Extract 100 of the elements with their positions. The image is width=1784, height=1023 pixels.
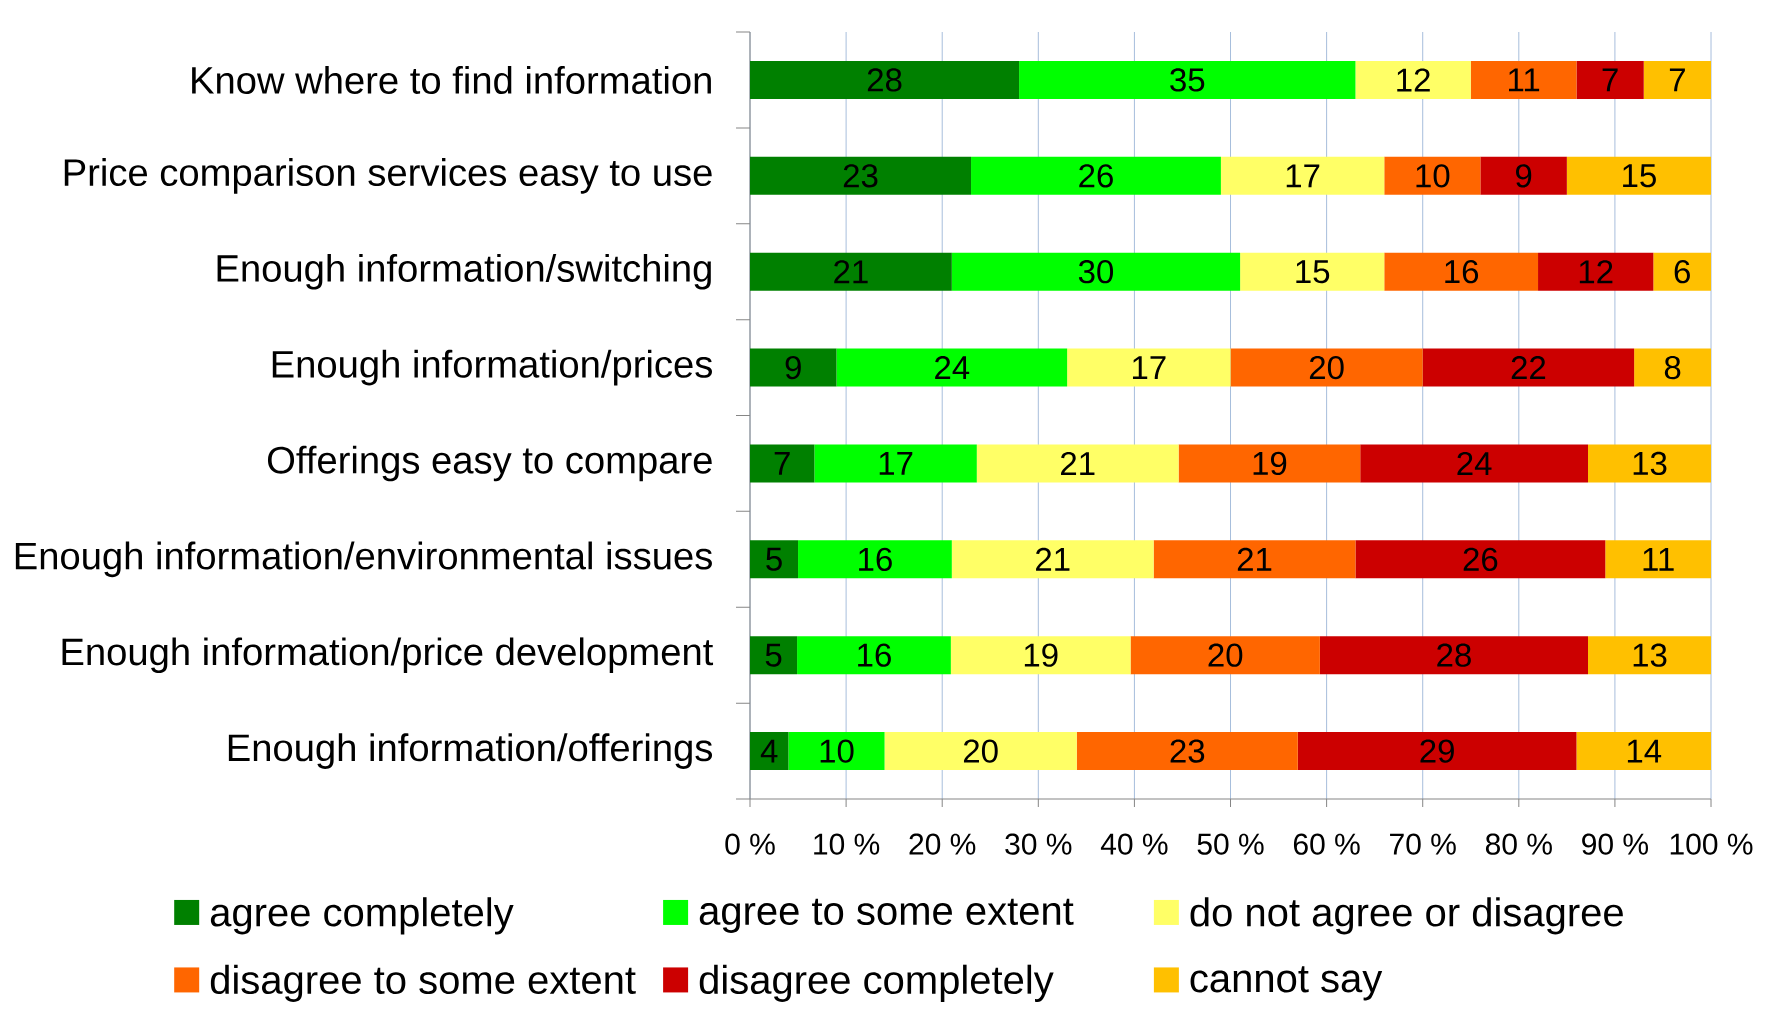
bar [1384,252,1539,291]
data-label: 22 [1511,356,1546,380]
data-label: 21 [1036,547,1070,571]
data-label: 28 [1437,643,1471,667]
bar [1240,252,1385,291]
bar [1643,60,1712,99]
data-label: 20 [963,739,998,763]
bar [1566,156,1712,195]
data-label: 26 [1079,164,1113,188]
data-label: 5 [766,547,782,571]
data-label: 28 [867,68,902,92]
data-label: 10 [820,739,854,763]
legend-label: agree completely [210,897,514,935]
bar [788,732,885,771]
data-label: 7 [774,452,790,475]
data-label: 24 [1457,451,1492,475]
bar [1355,540,1606,579]
bar [1230,348,1423,387]
data-label: 30 [1078,260,1114,284]
y-tick-label: Enough information/offerings [228,733,713,769]
bar [1220,156,1385,195]
data-label: 23 [843,164,878,188]
bar [750,252,952,291]
bar [798,540,952,579]
data-label: 29 [1420,739,1454,763]
bar [951,252,1241,291]
y-tick-label: Know where to find information [192,65,711,94]
bar [1076,732,1298,771]
data-label: 21 [834,260,868,284]
data-label: 15 [1296,260,1330,284]
y-tick-label: Offerings easy to compare [267,445,712,482]
bar [1480,156,1567,195]
bar [750,444,815,483]
y-tick-label: Price comparison services easy to use [64,158,712,194]
x-tick-label: 10 % [814,833,880,855]
data-label: 16 [1445,260,1479,284]
data-label: 9 [785,355,801,380]
data-label: 11 [1509,68,1540,92]
data-label: 12 [1397,68,1430,92]
data-label: 10 [1416,164,1450,188]
bar [1588,636,1712,675]
data-label: 11 [1643,547,1674,571]
bar [750,156,972,195]
bar [950,636,1131,675]
y-tick-label: Enough information/switching [217,253,711,290]
bar [1576,60,1644,99]
bar [1422,348,1635,387]
x-tick-label: 80 % [1485,833,1552,855]
data-label: 24 [935,356,970,380]
bar [1360,444,1588,483]
data-label: 15 [1623,164,1656,188]
data-label: 19 [1253,451,1287,476]
x-tick-label: 20 % [909,833,976,855]
bar [836,348,1068,387]
x-tick-label: 60 % [1293,833,1360,855]
bar [750,636,798,675]
data-label: 21 [1061,451,1095,475]
data-label: 17 [879,452,913,475]
data-label: 9 [1516,164,1532,188]
bar [1538,252,1654,291]
bar [1605,540,1712,579]
legend-label: agree to some extent [699,898,1074,933]
bar [1634,348,1712,387]
bar [1297,732,1577,771]
bar [1588,444,1712,483]
data-label: 13 [1633,451,1667,476]
data-label: 6 [1674,260,1690,284]
legend-label: disagree to some extent [210,964,636,1002]
bar [976,444,1179,483]
data-label: 17 [1286,164,1320,188]
data-label: 13 [1633,643,1667,667]
bar [884,732,1077,771]
x-tick-label: 90 % [1582,833,1648,855]
bar [1153,540,1356,579]
data-label: 26 [1463,547,1498,571]
bar [750,60,1020,99]
legend-label: disagree completely [699,964,1054,1002]
bar [750,732,789,771]
data-label: 8 [1664,355,1681,380]
data-label: 5 [765,643,782,667]
data-label: 12 [1579,260,1613,284]
x-tick-label: 0 % [725,833,775,855]
data-label: 14 [1627,739,1662,763]
data-label: 16 [858,643,891,667]
bar [1384,156,1481,195]
data-label: 20 [1208,643,1243,667]
data-label: 23 [1170,739,1205,763]
y-tick-label: Enough information/prices [272,349,712,386]
data-label: 20 [1309,355,1344,380]
legend-label: cannot say [1190,966,1383,1001]
data-label: 7 [1602,68,1618,92]
legend-label: do not agree or disagree [1190,897,1623,935]
bar [750,540,799,579]
data-label: 35 [1170,68,1205,92]
y-tick-label: Enough information/environmental issues [15,541,712,578]
bar [1130,636,1320,675]
bar [951,540,1154,579]
y-tick-label: Enough information/price development [62,637,714,673]
x-tick-label: 100 % [1670,833,1753,855]
bar [1019,60,1356,99]
